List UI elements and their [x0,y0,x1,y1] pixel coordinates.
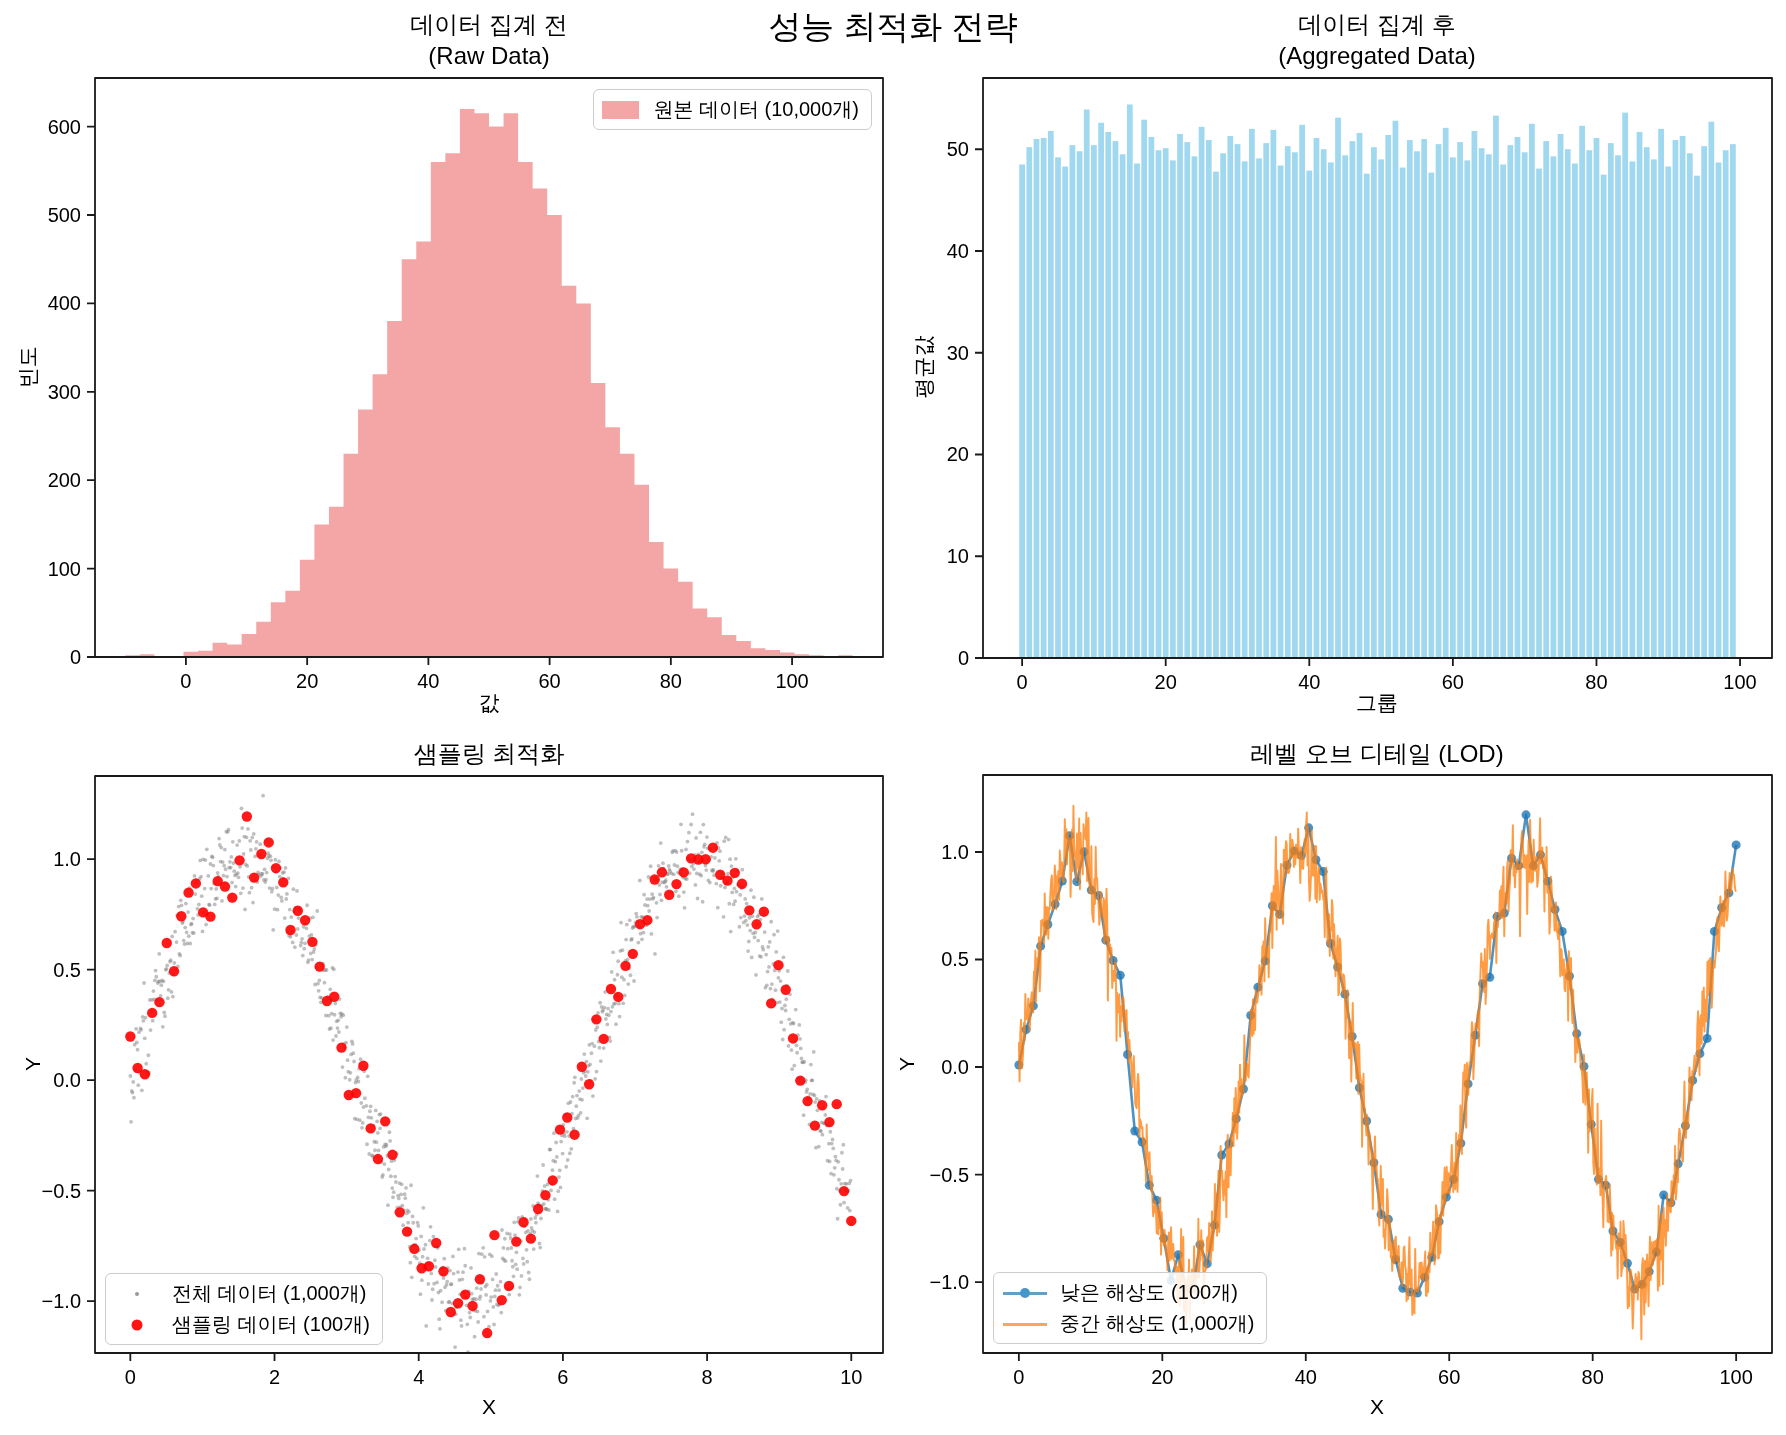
y-tick-label: 40 [849,238,969,264]
y-tick-label: 400 [0,290,81,316]
x-tick-label: 4 [413,1364,424,1390]
x-tick-label: 0 [180,668,191,694]
legend-label-raw: 원본 데이터 (10,000개) [653,96,859,123]
x-tick-label: 20 [296,668,318,694]
chart-lod-xlabel: X [1370,1394,1384,1420]
x-tick-label: 40 [1298,669,1320,695]
x-tick-label: 0 [1017,669,1028,695]
x-tick-label: 100 [1723,669,1756,695]
mid-res-swatch [1002,1315,1048,1333]
figure-title: 성능 최적화 전략 [768,8,1017,46]
low-res-swatch [1002,1284,1048,1302]
chart-sampling-xlabel: X [482,1394,496,1420]
raw-data-swatch [602,101,639,119]
x-tick-label: 8 [702,1364,713,1390]
y-tick-label: −1.0 [849,1269,969,1295]
x-tick-label: 60 [1438,1364,1460,1390]
x-tick-label: 0 [1013,1364,1024,1390]
y-tick-label: 300 [0,379,81,405]
x-tick-label: 20 [1155,669,1177,695]
legend-sampling: 전체 데이터 (1,000개) 샘플링 데이터 (100개) [105,1273,383,1345]
legend-row: 전체 데이터 (1,000개) [114,1278,370,1309]
chart-raw-xlabel: 값 [479,690,500,716]
x-tick-label: 2 [269,1364,280,1390]
gray-dot-icon [135,1292,139,1296]
orange-line-icon [1003,1323,1047,1326]
x-tick-label: 80 [1582,1364,1604,1390]
y-tick-label: −1.0 [0,1288,81,1314]
chart-raw-title: 데이터 집계 전 (Raw Data) [410,9,567,71]
y-tick-label: −0.5 [0,1178,81,1204]
x-tick-label: 100 [775,668,808,694]
y-tick-label: 1.0 [849,839,969,865]
y-tick-label: −0.5 [849,1162,969,1188]
x-tick-label: 80 [660,668,682,694]
chart-sampling-title: 샘플링 최적화 [414,738,565,769]
legend-row: 원본 데이터 (10,000개) [602,94,859,125]
x-tick-label: 60 [1442,669,1464,695]
chart-lod-title: 레벨 오브 디테일 (LOD) [1250,738,1503,769]
y-tick-label: 50 [849,136,969,162]
chart-agg-xlabel: 그룹 [1356,690,1398,716]
y-tick-label: 100 [0,556,81,582]
figure-overlay: 성능 최적화 전략 데이터 집계 전 (Raw Data) 데이터 집계 후 (… [0,0,1786,1435]
red-dot-icon [132,1319,143,1330]
x-tick-label: 100 [1719,1364,1752,1390]
chart-agg-title-line2: (Aggregated Data) [1278,40,1475,71]
chart-raw-title-line1: 데이터 집계 전 [410,9,567,40]
chart-agg-title: 데이터 집계 후 (Aggregated Data) [1278,9,1475,71]
legend-label-midres: 중간 해상도 (1,000개) [1060,1310,1254,1337]
blue-marker-icon [1020,1288,1030,1298]
x-tick-label: 6 [557,1364,568,1390]
y-tick-label: 10 [849,543,969,569]
y-tick-label: 20 [849,441,969,467]
legend-row: 낮은 해상도 (100개) [1002,1277,1254,1308]
y-tick-label: 0.5 [0,957,81,983]
y-tick-label: 30 [849,340,969,366]
legend-row: 샘플링 데이터 (100개) [114,1309,370,1340]
y-tick-label: 0 [849,645,969,671]
y-tick-label: 600 [0,114,81,140]
legend-lod: 낮은 해상도 (100개) 중간 해상도 (1,000개) [993,1272,1267,1344]
x-tick-label: 0 [125,1364,136,1390]
y-tick-label: 500 [0,202,81,228]
x-tick-label: 20 [1151,1364,1173,1390]
legend-label-sampled: 샘플링 데이터 (100개) [172,1311,370,1338]
y-tick-label: 1.0 [0,846,81,872]
sampled-data-swatch [114,1316,160,1334]
x-tick-label: 40 [1295,1364,1317,1390]
y-tick-label: 200 [0,467,81,493]
y-tick-label: 0.5 [849,946,969,972]
legend-label-lowres: 낮은 해상도 (100개) [1060,1279,1238,1306]
chart-agg-title-line1: 데이터 집계 후 [1278,9,1475,40]
x-tick-label: 40 [417,668,439,694]
x-tick-label: 10 [840,1364,862,1390]
legend-raw-data: 원본 데이터 (10,000개) [593,89,872,130]
y-tick-label: 0 [0,644,81,670]
x-tick-label: 80 [1585,669,1607,695]
chart-raw-title-line2: (Raw Data) [410,40,567,71]
legend-label-full: 전체 데이터 (1,000개) [172,1280,366,1307]
y-tick-label: 0.0 [849,1054,969,1080]
full-data-swatch [114,1285,160,1303]
x-tick-label: 60 [538,668,560,694]
legend-row: 중간 해상도 (1,000개) [1002,1308,1254,1339]
y-tick-label: 0.0 [0,1067,81,1093]
